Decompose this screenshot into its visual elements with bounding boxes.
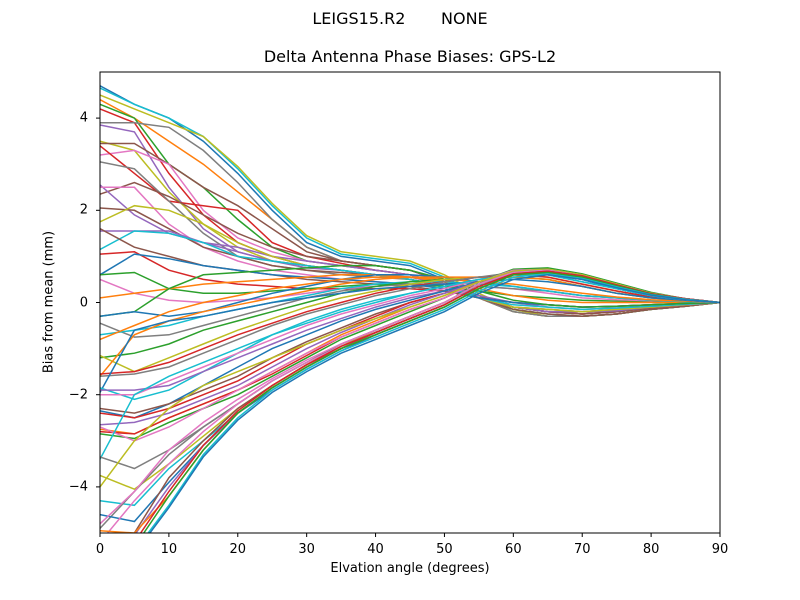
series-line [100, 264, 720, 318]
series-line [100, 94, 720, 318]
series-line [148, 274, 720, 533]
x-tick-label: 10 [160, 542, 178, 557]
y-axis-label: Bias from mean (mm) [41, 230, 57, 374]
x-tick-label: 30 [298, 542, 315, 557]
x-tick-label: 0 [95, 542, 105, 557]
series-line [100, 230, 720, 311]
y-tick-label: 4 [79, 110, 88, 126]
chart-title: Delta Antenna Phase Biases: GPS-L2 [263, 47, 557, 66]
x-tick-label: 50 [436, 542, 453, 557]
y-tick-label: −4 [68, 479, 88, 495]
y-tick-label: 2 [79, 202, 88, 218]
x-axis-label: Elvation angle (degrees) [330, 561, 490, 576]
series-line [147, 273, 720, 533]
series-line [100, 108, 720, 315]
x-tick-label: 80 [642, 542, 660, 557]
x-tick-label: 40 [367, 542, 384, 557]
series-line [142, 271, 720, 533]
series-line [100, 278, 720, 393]
series-line [100, 268, 720, 488]
figure-suptitle: LEIGS15.R2 NONE [312, 9, 488, 28]
series-line [100, 274, 720, 460]
y-tick-label: 0 [79, 295, 88, 310]
y-tick-label: −2 [68, 387, 88, 403]
x-tick-label: 70 [573, 542, 591, 557]
x-tick-label: 20 [229, 542, 247, 557]
x-tick-label: 60 [505, 542, 522, 557]
series-line [139, 270, 720, 533]
x-tick-label: 90 [711, 542, 729, 557]
data-lines [100, 85, 720, 533]
axis-ticks [96, 117, 721, 537]
